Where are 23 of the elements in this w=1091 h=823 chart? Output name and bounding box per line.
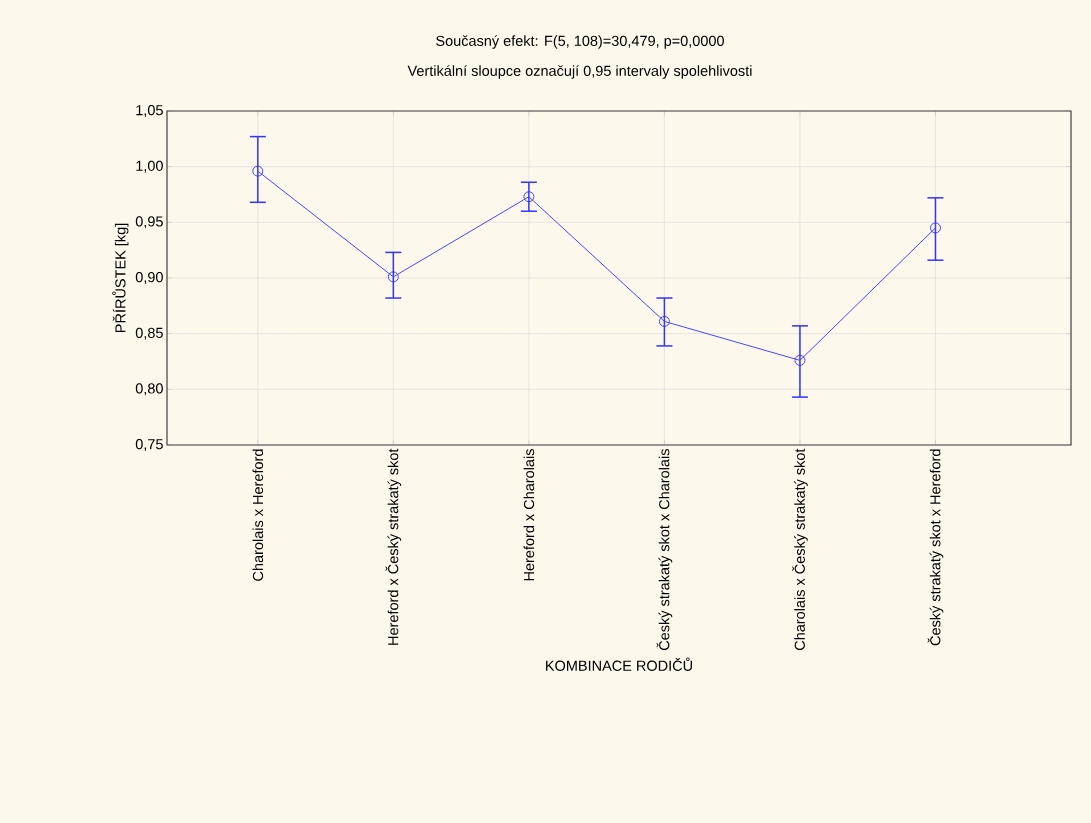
- x-tick-label: Charolais x Hereford: [252, 449, 264, 581]
- y-tick-label: 1,00: [136, 160, 163, 173]
- x-tick-label: Český strakatý skot x Hereford: [927, 449, 944, 646]
- y-tick-label: 0,85: [135, 327, 163, 340]
- point: [658, 315, 670, 327]
- y-tick-label: 0,90: [135, 272, 163, 284]
- y-tick-label: 1,05: [136, 105, 163, 117]
- y-axis-title: PŘÍRŮSTEK [kg]: [112, 223, 129, 332]
- chart-title: Současný efekt: F(5, 108)=30,479, p=0,0000: [436, 35, 724, 49]
- x-tick-label: Hereford x Charolais: [523, 449, 535, 581]
- point: [794, 354, 806, 366]
- x-tick-label: Charolais x Český strakatý skot: [792, 448, 808, 651]
- y-tick-label: 0,80: [135, 383, 163, 396]
- point: [930, 222, 941, 234]
- chart-subtitle: Vertikální sloupce označují 0,95 intervaly spolehlivosti: [407, 65, 752, 79]
- y-tick-label: 0,75: [135, 439, 163, 451]
- point: [252, 165, 264, 177]
- point: [523, 191, 535, 203]
- x-tick-label: Hereford x Český strakatý skot: [385, 448, 402, 645]
- x-tick-label: Český strakatý skot x Charolais: [656, 449, 673, 651]
- point: [387, 271, 399, 283]
- x-axis-title: KOMBINACE RODIČŮ: [546, 657, 692, 671]
- y-tick-label: 0,95: [135, 216, 163, 229]
